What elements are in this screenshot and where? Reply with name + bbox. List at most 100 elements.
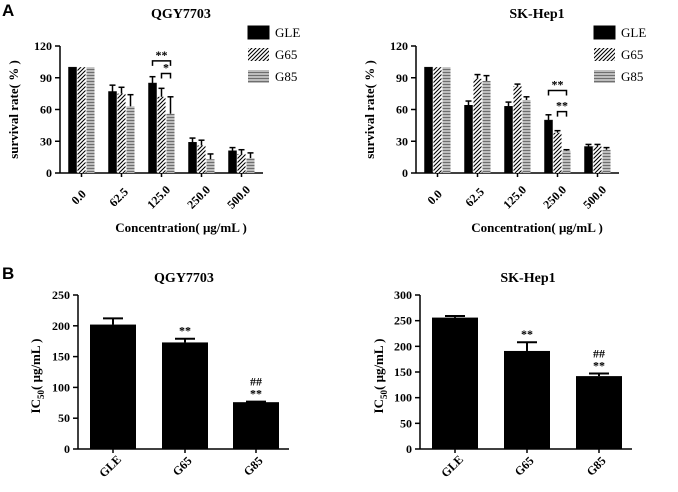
- bar-g85: [442, 67, 451, 173]
- y-axis-label: IC50( μg/mL ): [371, 339, 389, 414]
- x-tick-label: 500.0: [580, 183, 609, 212]
- significance-bracket: [556, 110, 568, 117]
- bar-gle: [188, 142, 197, 174]
- bar-gle: [432, 317, 478, 449]
- x-tick-label: 125.0: [500, 183, 529, 212]
- bar-g65: [433, 67, 442, 173]
- y-tick-label: 150: [52, 350, 70, 364]
- bar-g65: [197, 145, 206, 173]
- bar-g85: [233, 402, 279, 449]
- y-axis-label: survival rate( % ): [362, 60, 377, 159]
- x-axis-label: Concentration( μg/mL ): [471, 220, 603, 235]
- bar-g85: [562, 150, 571, 173]
- legend-swatch-gle: [593, 25, 616, 40]
- y-tick-label: 100: [52, 380, 70, 394]
- legend-swatch-g65: [248, 48, 269, 61]
- y-axis-label-main: IC: [28, 399, 43, 413]
- significance-label: **: [556, 99, 568, 113]
- bar-g85: [126, 106, 135, 173]
- bar-g65: [553, 132, 562, 173]
- significance-label: **: [250, 387, 262, 401]
- bar-gle: [228, 150, 237, 174]
- legend-label-gle: GLE: [275, 25, 300, 40]
- y-tick-label: 200: [394, 339, 412, 353]
- legend-swatch-g85: [248, 70, 269, 83]
- bar-g85: [246, 158, 255, 173]
- bar-g65: [513, 86, 522, 173]
- significance-label: **: [156, 48, 168, 62]
- y-axis-label: IC50( μg/mL ): [28, 339, 46, 414]
- bar-g65: [157, 96, 166, 173]
- y-tick-label: 0: [402, 166, 408, 180]
- significance-label: **: [593, 359, 605, 373]
- bar-g65: [473, 78, 482, 173]
- bar-gle: [68, 66, 77, 174]
- panel-letter-b: B: [2, 264, 14, 283]
- bar-gle: [108, 91, 117, 174]
- chart-title: QGY7703: [151, 7, 211, 22]
- y-axis-label-main: IC: [371, 399, 386, 413]
- panel-letter-a: A: [2, 1, 14, 20]
- bar-g85: [86, 67, 95, 173]
- y-tick-label: 100: [394, 391, 412, 405]
- legend-label-gle: GLE: [621, 25, 646, 40]
- x-tick-label: G65: [170, 454, 195, 479]
- bar-gle: [504, 106, 513, 174]
- y-axis-label-unit: ( μg/mL ): [28, 339, 43, 390]
- x-tick-label: 250.0: [540, 183, 569, 212]
- significance-bracket: [547, 89, 568, 96]
- significance-label: **: [179, 324, 191, 338]
- bar-g85: [602, 149, 611, 173]
- y-tick-label: 120: [390, 39, 408, 53]
- bar-g85: [166, 113, 175, 173]
- significance-bracket: [151, 60, 172, 66]
- legend-swatch-g85: [594, 70, 615, 83]
- y-axis-label-subscript: 50: [379, 389, 389, 399]
- bar-g65: [593, 146, 602, 173]
- legend-swatch-gle: [247, 25, 270, 40]
- x-tick-label: G65: [512, 454, 537, 479]
- chart-title: SK-Hep1: [509, 7, 564, 22]
- significance-label: **: [521, 327, 533, 341]
- y-tick-label: 120: [34, 39, 52, 53]
- bar-g65: [237, 153, 246, 173]
- bar-gle: [464, 105, 473, 174]
- significance-label: ##: [593, 347, 605, 361]
- bar-g85: [576, 376, 622, 449]
- legend-label-g85: G85: [275, 69, 297, 84]
- y-tick-label: 50: [400, 416, 412, 430]
- y-tick-label: 60: [40, 103, 52, 117]
- significance-bracket: [160, 72, 172, 79]
- x-tick-label: 250.0: [184, 183, 213, 212]
- significance-label: ##: [250, 375, 262, 389]
- bar-g85: [482, 80, 491, 173]
- legend-swatch-g65: [594, 48, 615, 61]
- x-tick-label: 62.5: [106, 185, 131, 210]
- y-tick-label: 150: [394, 365, 412, 379]
- y-tick-label: 200: [52, 319, 70, 333]
- chart-skhep1-survival: SK-Hep1 0 30 60 90 120 survival rate( % ) 0.0 62…: [362, 7, 646, 235]
- significance-label: *: [163, 61, 169, 75]
- legend-label-g65: G65: [275, 47, 297, 62]
- x-tick-label: 62.5: [462, 185, 487, 210]
- y-tick-label: 300: [394, 288, 412, 302]
- y-tick-label: 30: [40, 134, 52, 148]
- x-tick-label: 500.0: [224, 183, 253, 212]
- x-tick-label: G85: [584, 454, 609, 479]
- bar-g65: [504, 350, 550, 449]
- x-axis-label: Concentration( μg/mL ): [115, 220, 247, 235]
- x-tick-label: GLE: [438, 452, 466, 480]
- chart-title: QGY7703: [154, 271, 214, 286]
- bar-gle: [90, 324, 136, 449]
- bar-gle: [424, 66, 433, 174]
- y-tick-label: 0: [46, 166, 52, 180]
- bar-g65: [162, 342, 208, 449]
- y-tick-label: 90: [40, 71, 52, 85]
- y-tick-label: 50: [58, 411, 70, 425]
- y-axis-label: survival rate( % ): [6, 60, 21, 159]
- bar-g65: [117, 93, 126, 173]
- y-tick-label: 250: [52, 288, 70, 302]
